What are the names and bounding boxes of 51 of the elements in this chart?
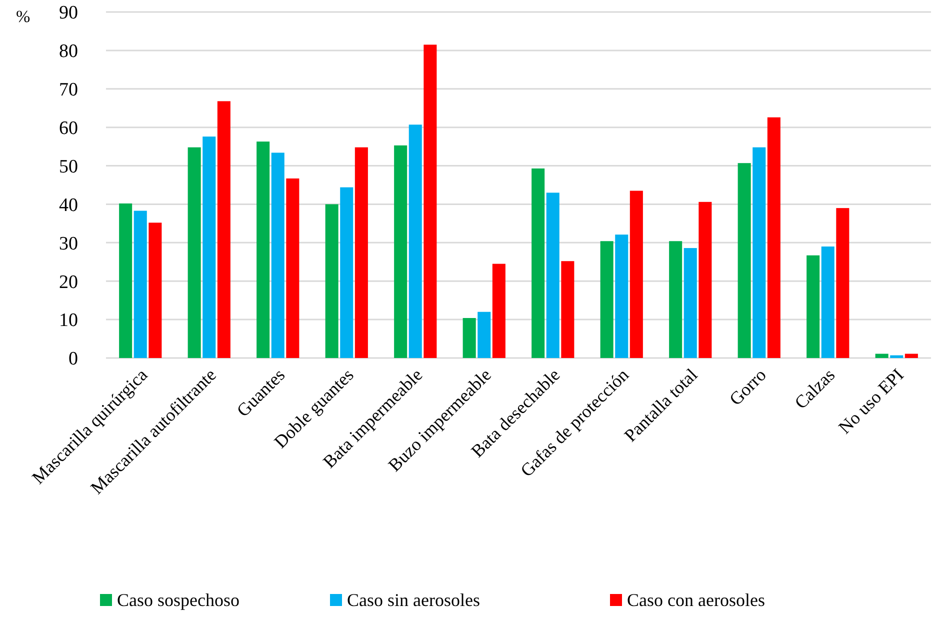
bar [806, 255, 820, 358]
bar [767, 117, 780, 358]
bar [904, 354, 918, 358]
bar [669, 241, 682, 358]
bar [561, 261, 574, 358]
bar [148, 222, 162, 358]
y-axis-title: % [16, 7, 30, 26]
bar [890, 355, 904, 358]
bar [202, 136, 216, 358]
y-tick-label: 40 [59, 194, 78, 216]
y-tick-label: 20 [59, 272, 78, 293]
bar [354, 147, 368, 358]
y-tick-label: 0 [68, 348, 78, 370]
bar [134, 210, 147, 358]
bar [492, 264, 506, 358]
legend-label: Caso con aerosoles [627, 590, 765, 610]
bar [424, 44, 437, 358]
bar [256, 142, 270, 358]
y-tick-label: 50 [59, 156, 78, 178]
y-tick-label: 60 [59, 118, 78, 139]
legend-label: Caso sin aerosoles [347, 590, 480, 610]
bar [875, 354, 888, 358]
bar [119, 203, 132, 358]
bar [738, 163, 751, 358]
bar [630, 190, 643, 358]
bar [340, 187, 354, 358]
bar [408, 124, 422, 358]
bar [217, 101, 230, 358]
bar [752, 147, 766, 358]
bar [684, 248, 697, 358]
bar [188, 147, 201, 358]
y-tick-label: 90 [59, 2, 78, 24]
bar [271, 152, 284, 358]
legend-label: Caso sospechoso [117, 590, 240, 610]
bar [615, 234, 628, 358]
bar [394, 145, 408, 358]
bar [546, 192, 560, 358]
x-tick-label: No uso EPI [834, 364, 908, 438]
bar [698, 202, 712, 358]
bar [532, 168, 545, 358]
bar [325, 204, 338, 358]
y-tick-label: 10 [59, 310, 78, 332]
bar [836, 208, 850, 358]
bar [821, 246, 834, 358]
y-tick-label: 70 [59, 80, 78, 101]
bar [478, 312, 491, 358]
y-tick-label: 30 [59, 233, 78, 254]
y-tick-label: 80 [59, 41, 78, 62]
bar [600, 241, 614, 358]
bar [286, 178, 300, 358]
bar [462, 318, 476, 358]
